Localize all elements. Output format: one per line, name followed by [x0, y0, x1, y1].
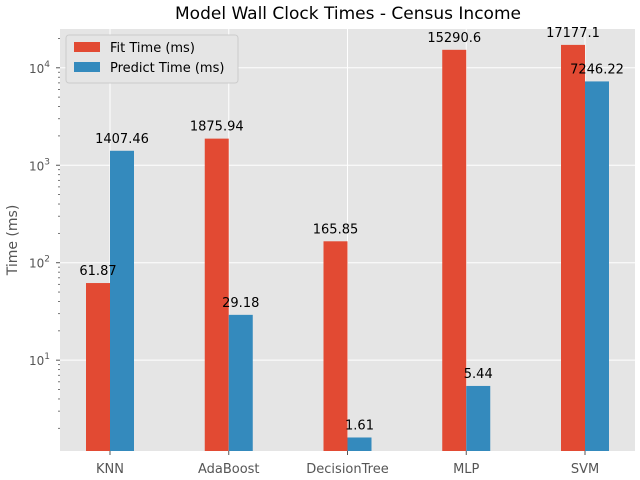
x-axis-ticks: KNN AdaBoost DecisionTree MLP SVM: [96, 451, 599, 477]
legend-label: Fit Time (ms): [110, 41, 195, 56]
x-tick-label: SVM: [571, 462, 599, 477]
legend-box: [65, 34, 239, 84]
bar-value-label: 1.61: [345, 418, 374, 433]
chart-title: Model Wall Clock Times - Census Income: [175, 4, 521, 24]
y-tick-label: 103: [29, 157, 50, 173]
legend-swatch: [74, 42, 100, 52]
y-tick-label: 104: [29, 60, 50, 76]
legend-label: Predict Time (ms): [110, 61, 224, 76]
bar: [323, 241, 348, 451]
bar-value-label: 29.18: [222, 296, 259, 311]
y-axis-ticks: 101 102 103 104: [29, 38, 60, 429]
x-tick-label: AdaBoost: [198, 462, 260, 477]
x-tick-label: MLP: [453, 462, 479, 477]
bar-value-label: 15290.6: [427, 31, 481, 46]
y-tick-label: 102: [29, 255, 50, 271]
bar-value-label: 7246.22: [570, 62, 624, 77]
bar-value-label: 17177.1: [546, 26, 600, 41]
bar-value-label: 61.87: [79, 264, 116, 279]
x-tick-label: DecisionTree: [306, 462, 388, 477]
bar: [442, 49, 467, 452]
bar: [347, 437, 372, 451]
bar-value-label: 1875.94: [190, 120, 244, 135]
bar: [110, 150, 134, 451]
bar: [228, 314, 253, 451]
bar: [585, 81, 609, 451]
bar: [204, 138, 229, 451]
bar-value-label: 1407.46: [95, 132, 149, 147]
bar-value-label: 5.44: [464, 367, 493, 382]
bars: [86, 44, 609, 452]
bar: [561, 44, 585, 451]
bar-value-labels: 61.87 1875.94 165.85 15290.6 17177.1 1407.46 2…: [79, 26, 623, 434]
bar-value-label: 165.85: [313, 222, 359, 237]
y-axis-label: Time (ms): [5, 205, 21, 277]
legend: Fit Time (ms) Predict Time (ms): [65, 34, 239, 84]
y-tick-label: 101: [29, 352, 50, 368]
legend-swatch: [74, 62, 100, 72]
x-tick-label: KNN: [96, 462, 124, 477]
bar: [86, 283, 110, 451]
bar: [466, 385, 491, 451]
